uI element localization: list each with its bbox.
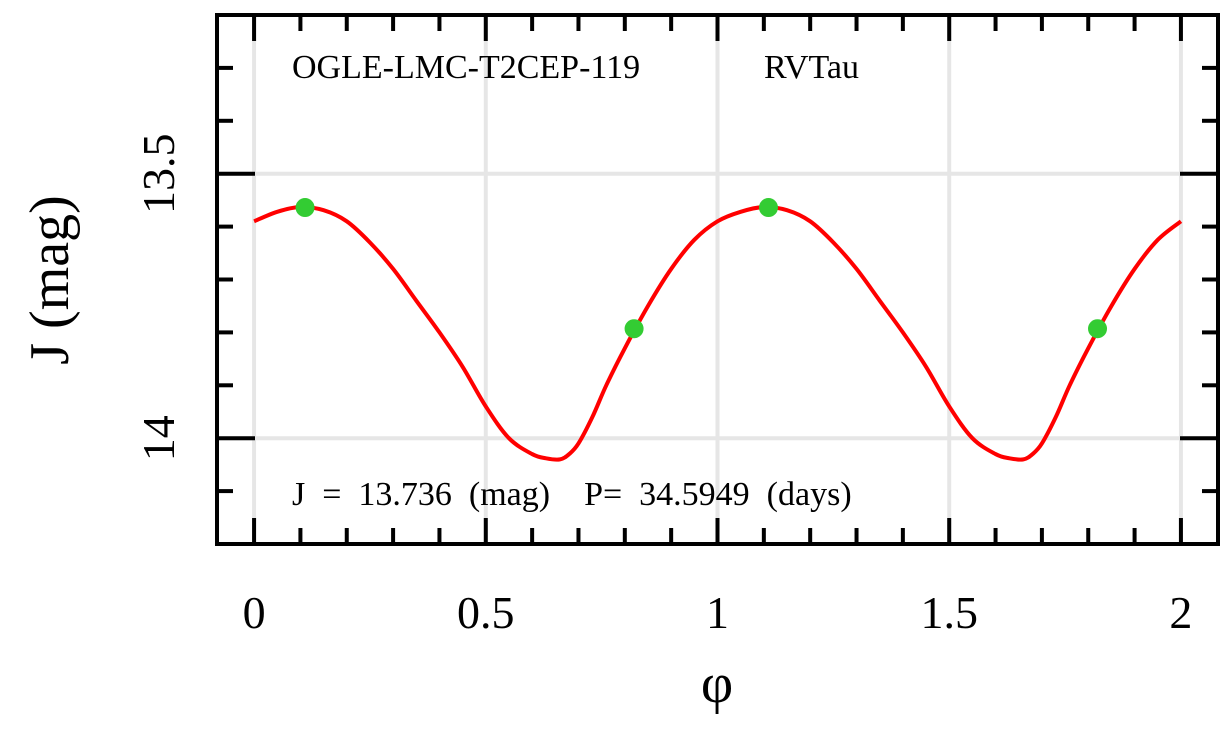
chart-title: OGLE-LMC-T2CEP-119 [292,49,640,86]
data-point-1 [624,319,644,339]
series-layer [253,198,1183,462]
axis-ticks: 0 0.5 1 1.5 2 13.5 14 [133,15,1218,638]
y-tick-label-0: 13.5 [133,133,184,214]
x-axis-label: φ [701,653,733,715]
grid-lines [217,15,1218,544]
y-tick-label-1: 14 [133,415,184,461]
data-point-3 [1088,319,1108,339]
annotation-text: J = 13.736 (mag) P= 34.5949 (days) [292,476,852,513]
x-tick-label-4: 2 [1169,587,1192,638]
x-tick-label-3: 1.5 [920,587,978,638]
x-tick-label-1: 0.5 [457,587,515,638]
series-line-fit [253,204,1183,462]
data-point-2 [758,198,778,218]
x-tick-label-2: 1 [706,587,729,638]
x-tick-label-0: 0 [243,587,266,638]
y-axis-label: J (mag) [19,195,81,365]
variable-type-label: RVTau [764,49,859,86]
data-point-0 [295,198,315,218]
